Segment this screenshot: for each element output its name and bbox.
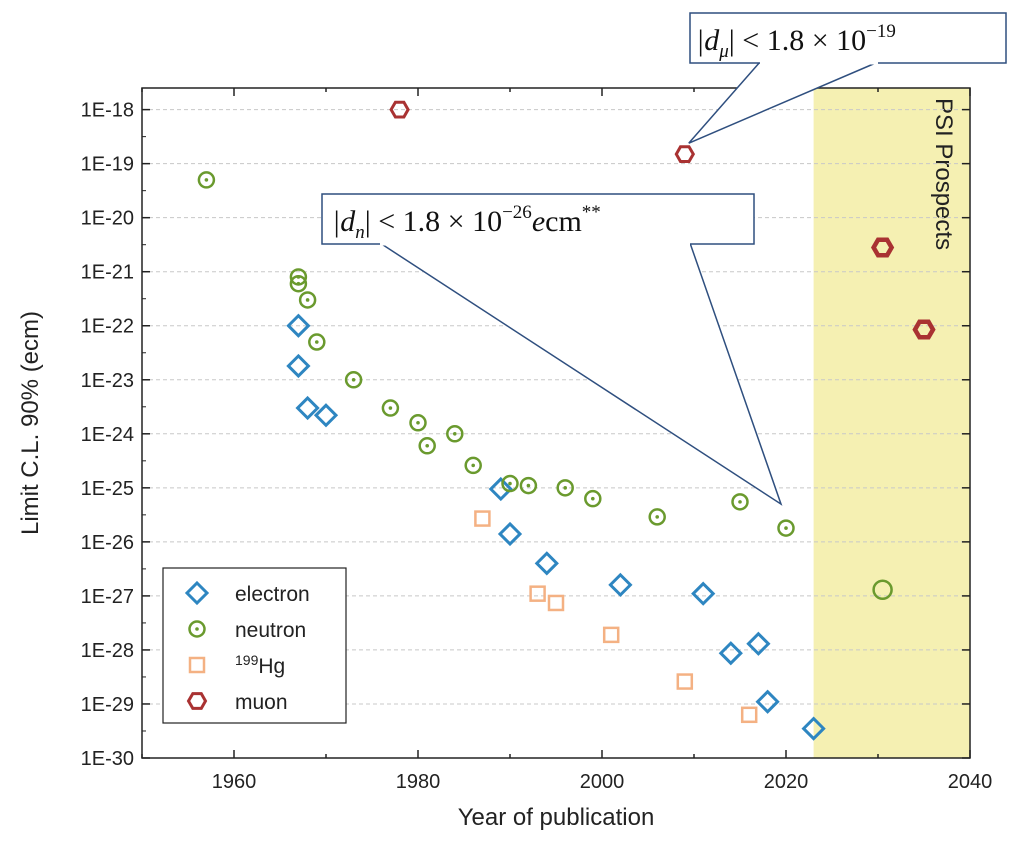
neutron-point xyxy=(519,476,538,495)
legend-marker-electron xyxy=(184,580,210,606)
199hg-point xyxy=(676,673,694,690)
neutron-point xyxy=(409,414,427,432)
muon-callout-text: |dμ| < 1.8 × 10−19 xyxy=(696,21,896,62)
neutron-point xyxy=(289,274,308,293)
muon-prospects-point xyxy=(912,319,936,340)
neutron-point xyxy=(344,371,363,389)
neutron-point xyxy=(381,399,400,417)
muon-point xyxy=(389,100,410,119)
199hg-point xyxy=(740,706,758,724)
plot-frame xyxy=(141,87,971,759)
neutron-point xyxy=(648,508,666,526)
legend-marker-hg xyxy=(188,656,206,674)
electron-point xyxy=(608,572,633,597)
y-tick-label: 1E-21 xyxy=(81,262,134,284)
neutron-point xyxy=(418,437,436,455)
x-tick-label: 2020 xyxy=(764,771,809,793)
legend-box xyxy=(162,567,347,724)
muon-prospects-point xyxy=(870,237,895,258)
electron-point xyxy=(286,313,311,338)
199hg-point xyxy=(529,585,546,602)
x-axis-title: Year of publication xyxy=(458,804,655,831)
legend-label: neutron xyxy=(235,619,306,642)
y-tick-label: 1E-18 xyxy=(81,100,134,122)
electron-point xyxy=(691,581,716,606)
electron-point xyxy=(286,353,311,379)
muon-callout: |dμ| < 1.8 × 10−19 xyxy=(688,12,1007,144)
neutron-point xyxy=(556,479,574,497)
psi-prospects-label: PSI Prospects xyxy=(930,98,957,250)
neutron-callout: |dn| < 1.8 × 10−26ecm** xyxy=(321,193,783,506)
electron-point xyxy=(746,631,771,656)
legend-label: 199Hg xyxy=(235,652,285,678)
electron-point xyxy=(295,395,320,421)
psi-prospects-band xyxy=(813,88,970,758)
neutron-point xyxy=(501,474,519,493)
y-tick-label: 1E-27 xyxy=(81,586,134,608)
199hg-point xyxy=(474,510,491,527)
electron-point xyxy=(718,641,743,666)
y-tick-label: 1E-19 xyxy=(81,154,134,176)
muon-point xyxy=(674,145,696,163)
legend-label: muon xyxy=(235,691,288,714)
neutron-point xyxy=(298,291,317,309)
y-tick-label: 1E-26 xyxy=(81,532,134,554)
y-tick-label: 1E-20 xyxy=(81,208,134,230)
x-tick-label: 2000 xyxy=(580,771,625,793)
neutron-point xyxy=(308,333,326,351)
y-tick-label: 1E-22 xyxy=(81,316,134,338)
neutron-point xyxy=(197,171,216,189)
electron-point xyxy=(488,476,513,502)
neutron-point xyxy=(464,456,482,475)
199hg-point xyxy=(602,626,620,644)
electron-point xyxy=(755,689,780,714)
legend-marker-neutron xyxy=(188,620,206,638)
neutron-prospect-point xyxy=(872,579,893,600)
neutron-point xyxy=(777,519,795,537)
neutron-point xyxy=(731,493,749,511)
legend-label: electron xyxy=(235,583,310,606)
electron-point xyxy=(801,716,826,741)
neutron-callout-text: |dn| < 1.8 × 10−26ecm** xyxy=(332,202,601,243)
legend-marker-muon xyxy=(186,692,208,710)
199hg-point xyxy=(547,594,565,612)
y-tick-label: 1E-25 xyxy=(81,478,134,500)
y-tick-label: 1E-30 xyxy=(81,748,134,770)
neutron-point xyxy=(446,425,464,443)
neutron-point xyxy=(584,489,602,508)
y-tick-label: 1E-23 xyxy=(81,370,134,392)
x-tick-label: 1980 xyxy=(396,771,441,793)
y-tick-label: 1E-29 xyxy=(81,694,134,716)
x-tick-label: 2040 xyxy=(948,771,993,793)
electron-point xyxy=(313,403,339,428)
electron-point xyxy=(497,521,523,547)
x-tick-label: 1960 xyxy=(212,771,257,793)
y-tick-label: 1E-24 xyxy=(81,424,134,446)
y-axis-title: Limit C.L. 90% (ecm) xyxy=(17,311,44,535)
y-tick-label: 1E-28 xyxy=(81,640,134,662)
electron-point xyxy=(534,551,559,576)
